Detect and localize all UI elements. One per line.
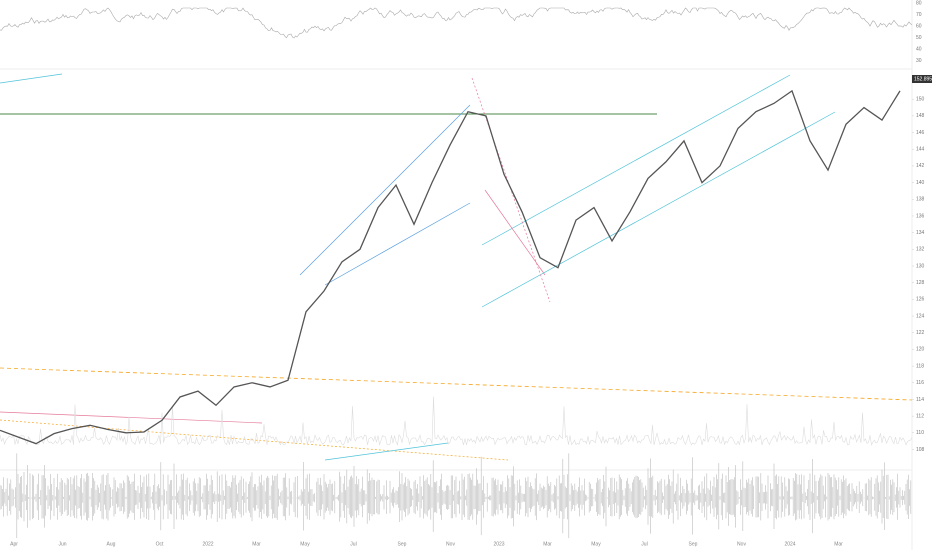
x-tick-label: Nov <box>446 541 455 547</box>
x-tick-label: 2023 <box>493 541 504 547</box>
oscillator-tick-label: 60 <box>916 23 922 29</box>
y-tick-label: 122 <box>916 330 925 336</box>
y-tick-label: 150 <box>916 97 925 103</box>
x-tick-label: Aug <box>107 541 116 547</box>
y-tick-label: 124 <box>916 313 925 319</box>
x-tick-label: Jul <box>350 541 356 547</box>
last-price: 152.895 <box>914 76 932 82</box>
x-tick-label: Mar <box>834 541 843 547</box>
x-tick-label: Sep <box>398 541 407 547</box>
channel-line <box>484 189 546 276</box>
y-tick-label: 108 <box>916 447 925 453</box>
x-tick-label: Mar <box>543 541 552 547</box>
x-tick-label: Apr <box>10 541 18 547</box>
y-tick-label: 138 <box>916 197 925 203</box>
trend-line <box>0 73 63 84</box>
y-tick-label: 114 <box>916 397 924 403</box>
y-tick-label: 118 <box>916 363 924 369</box>
channel-line <box>299 104 471 276</box>
oscillator-tick-label: 70 <box>916 12 922 18</box>
x-tick-label: Jul <box>641 541 647 547</box>
y-tick-label: 112 <box>916 413 924 419</box>
oscillator-tick-label: 50 <box>916 35 922 41</box>
y-tick-label: 144 <box>916 147 925 153</box>
x-tick-label: Mar <box>252 541 261 547</box>
y-tick-label: 134 <box>916 230 925 236</box>
y-tick-label: 136 <box>916 213 925 219</box>
x-tick-label: 2022 <box>202 541 213 547</box>
x-tick-label: Sep <box>689 541 698 547</box>
channel-line <box>481 74 791 246</box>
x-tick-label: May <box>300 541 310 547</box>
x-tick-label: Jun <box>58 541 66 547</box>
volatility <box>0 396 913 446</box>
x-tick-label: Nov <box>737 541 746 547</box>
y-tick-label: 148 <box>916 113 925 119</box>
y-tick-label: 126 <box>916 297 925 303</box>
trend-line <box>0 367 913 401</box>
x-tick-label: May <box>591 541 601 547</box>
indicators <box>0 7 913 539</box>
y-tick-label: 116 <box>916 380 924 386</box>
channel-line <box>471 77 551 303</box>
oscillator <box>0 7 913 39</box>
oscillator-tick-label: 30 <box>916 58 922 64</box>
y-tick-label: 128 <box>916 280 925 286</box>
y-tick-label: 140 <box>916 180 925 186</box>
channel-line <box>481 111 836 308</box>
price-badge <box>912 75 932 83</box>
oscillator-tick-label: 40 <box>916 46 922 52</box>
y-tick-label: 120 <box>916 347 925 353</box>
x-tick-label: Oct <box>156 541 164 547</box>
y-tick-label: 130 <box>916 263 925 269</box>
y-tick-label: 132 <box>916 247 925 253</box>
x-tick-label: 2024 <box>784 541 795 547</box>
price-line <box>0 89 901 445</box>
trend-line <box>324 442 449 461</box>
oscillator-tick-label: 80 <box>916 0 922 6</box>
y-tick-label: 110 <box>916 430 924 436</box>
channel-line <box>324 202 471 286</box>
trend-line <box>0 411 263 424</box>
y-tick-label: 142 <box>916 163 925 169</box>
y-tick-label: 146 <box>916 130 925 136</box>
